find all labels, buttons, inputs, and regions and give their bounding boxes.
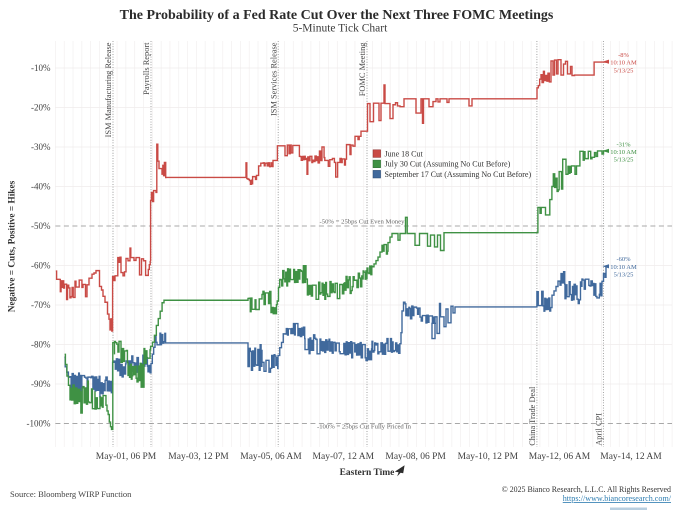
svg-text:September 17 Cut (Assuming No: September 17 Cut (Assuming No Cut Before… xyxy=(385,170,532,179)
svg-text:5/13/25: 5/13/25 xyxy=(614,67,634,74)
svg-text:5/13/25: 5/13/25 xyxy=(614,272,634,279)
svg-text:-31%: -31% xyxy=(616,141,631,148)
svg-text:-100% = 25bps Cut Fully Priced: -100% = 25bps Cut Fully Priced In xyxy=(317,424,412,431)
svg-text:May-01, 06 PM: May-01, 06 PM xyxy=(96,452,157,462)
svg-text:10:10 AM: 10:10 AM xyxy=(610,149,637,156)
svg-text:https://www.biancoresearch.com: https://www.biancoresearch.com/ xyxy=(563,494,672,503)
svg-text:May-14, 12 AM: May-14, 12 AM xyxy=(600,452,662,462)
svg-text:-70%: -70% xyxy=(31,300,51,310)
svg-text:-50%: -50% xyxy=(31,221,51,231)
svg-text:5-Minute Tick Chart: 5-Minute Tick Chart xyxy=(293,23,388,35)
svg-text:July 30 Cut (Assuming No Cut B: July 30 Cut (Assuming No Cut Before) xyxy=(385,160,511,169)
svg-text:-100%: -100% xyxy=(27,419,51,429)
svg-text:Negative = Cuts, Positive = Hi: Negative = Cuts, Positive = Hikes xyxy=(8,180,18,312)
svg-text:The Probability of a Fed Rate: The Probability of a Fed Rate Cut Over t… xyxy=(120,8,554,23)
svg-text:-60%: -60% xyxy=(616,256,631,263)
svg-text:-20%: -20% xyxy=(31,103,51,113)
svg-text:May-05, 06 AM: May-05, 06 AM xyxy=(240,452,302,462)
svg-text:May-07, 12 AM: May-07, 12 AM xyxy=(313,452,375,462)
svg-text:5/13/25: 5/13/25 xyxy=(614,157,634,164)
svg-text:-8%: -8% xyxy=(618,52,629,59)
svg-text:China Trade Deal: China Trade Deal xyxy=(528,386,537,446)
svg-text:Eastern Time: Eastern Time xyxy=(340,468,395,478)
svg-text:May-10, 12 PM: May-10, 12 PM xyxy=(458,452,519,462)
svg-text:10:10 AM: 10:10 AM xyxy=(610,264,637,271)
svg-text:10:10 AM: 10:10 AM xyxy=(610,60,637,67)
svg-text:© 2025 Bianco Research, L.L.C.: © 2025 Bianco Research, L.L.C. All Right… xyxy=(502,485,671,494)
svg-text:Payrolls Report: Payrolls Report xyxy=(142,42,151,95)
svg-text:Source: Bloomberg WIRP Functio: Source: Bloomberg WIRP Function xyxy=(10,489,132,499)
svg-text:-50% = 25bps Cut Even Money: -50% = 25bps Cut Even Money xyxy=(320,219,406,226)
svg-text:-40%: -40% xyxy=(31,182,51,192)
svg-text:-10%: -10% xyxy=(31,63,51,73)
svg-text:FOMC Meeting: FOMC Meeting xyxy=(358,42,367,97)
svg-text:May-12, 06 AM: May-12, 06 AM xyxy=(529,452,591,462)
svg-text:ISM Manufacturing Release: ISM Manufacturing Release xyxy=(104,42,113,137)
svg-text:June 18 Cut: June 18 Cut xyxy=(385,149,424,158)
svg-text:May-03, 12 PM: May-03, 12 PM xyxy=(168,452,229,462)
svg-text:-80%: -80% xyxy=(31,340,51,350)
svg-text:May-08, 06 PM: May-08, 06 PM xyxy=(385,452,446,462)
svg-text:-30%: -30% xyxy=(31,142,51,152)
svg-text:ISM Services Release: ISM Services Release xyxy=(269,42,278,116)
svg-text:April CPI: April CPI xyxy=(595,413,604,446)
svg-text:-60%: -60% xyxy=(31,261,51,271)
svg-text:-90%: -90% xyxy=(31,379,51,389)
